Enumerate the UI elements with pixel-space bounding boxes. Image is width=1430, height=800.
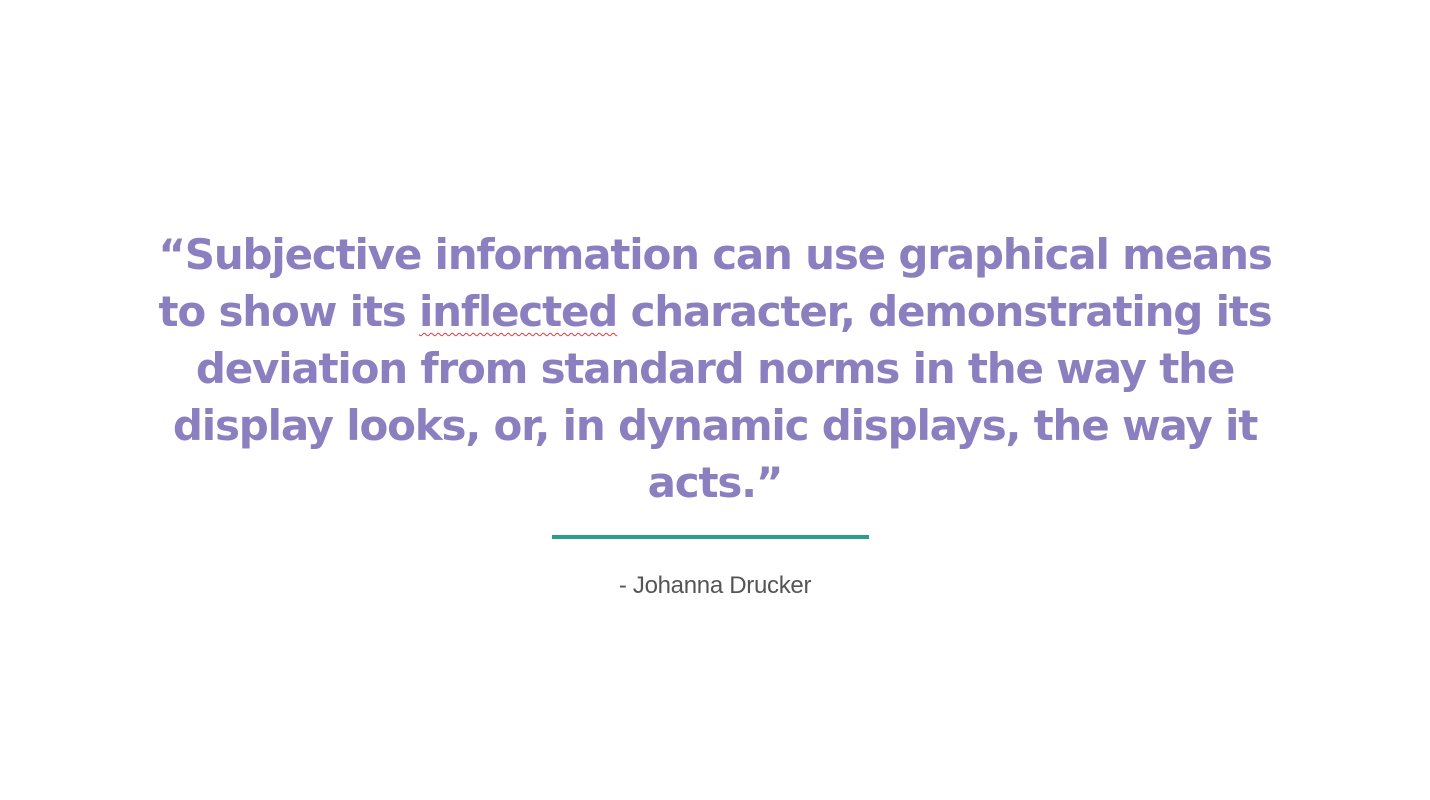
quote-attribution: - Johanna Drucker: [618, 572, 812, 599]
quote-text: “Subjective information can use graphica…: [140, 226, 1290, 511]
divider-rule: [552, 535, 869, 539]
quote-text-part-2: character, demonstrating its deviation f…: [172, 287, 1273, 507]
spellcheck-flagged-word[interactable]: inflected: [418, 287, 618, 336]
quote-text-part-1: “Subjective information can use graphica…: [158, 230, 1272, 336]
